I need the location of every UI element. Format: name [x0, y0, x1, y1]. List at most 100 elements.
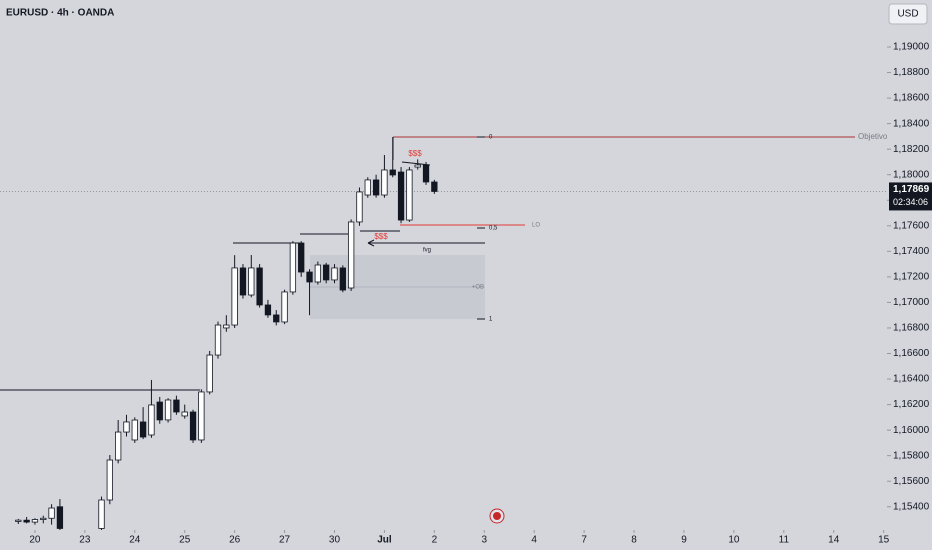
x-tick-label: 15 [878, 535, 890, 546]
candle-body [189, 411, 197, 441]
candle-body [181, 411, 188, 417]
candle-body [422, 164, 430, 183]
candle-body [139, 421, 147, 438]
candle-body [123, 421, 130, 433]
liquidity-line [401, 161, 431, 166]
candle-body [239, 267, 247, 296]
candle-body [156, 401, 163, 421]
candle-body [289, 242, 297, 293]
candle-body [164, 399, 172, 421]
y-tick-label: 1,18400 [893, 118, 930, 129]
price-tag-countdown: 02:34:06 [893, 197, 928, 207]
y-tick-label: 1,16800 [893, 323, 930, 334]
candle-body [40, 517, 47, 520]
x-tick-label: 8 [631, 535, 637, 546]
plot-area [0, 136, 887, 530]
x-tick-label: 9 [681, 535, 687, 546]
y-tick-label: 1,18800 [893, 67, 930, 78]
annotation: +OB [472, 285, 484, 291]
x-tick-label: 26 [229, 535, 241, 546]
y-tick-label: 1,17400 [893, 246, 930, 257]
candle-body [131, 419, 138, 441]
y-tick-label: 1,15600 [893, 476, 930, 487]
candle-body [273, 314, 280, 323]
candle-body [214, 324, 222, 356]
arrow-head [367, 239, 375, 247]
currency[interactable]: USD [897, 9, 918, 20]
currency-button[interactable] [888, 3, 928, 25]
candle-body [198, 391, 205, 441]
annotation: $$$ [374, 232, 388, 241]
candle-body [98, 499, 105, 529]
candle-body [431, 181, 438, 192]
annotation: 0,5 [489, 226, 498, 232]
candle-body [115, 431, 122, 461]
candle-body [48, 507, 55, 519]
candle-body [106, 459, 113, 501]
y-tick-label: 1,19000 [893, 42, 930, 53]
candle-body [223, 324, 230, 329]
annotation: 0 [489, 135, 493, 141]
annotation: LO [532, 223, 540, 229]
candle-body [331, 267, 338, 281]
x-tick-label: 14 [828, 535, 840, 546]
y-tick-label: 1,18000 [893, 169, 930, 180]
candle-body [15, 519, 22, 522]
x-tick-label: 7 [581, 535, 587, 546]
annotation: 1 [489, 317, 493, 323]
x-tick-label: 27 [279, 535, 291, 546]
x-tick-label: 25 [179, 535, 191, 546]
y-tick-label: 1,17200 [893, 272, 930, 283]
x-tick-label: 23 [79, 535, 91, 546]
price-tag [889, 182, 932, 211]
candle-body [323, 264, 330, 281]
candle-body [314, 264, 322, 283]
x-tick-label: 10 [728, 535, 740, 546]
candle-body [31, 519, 39, 523]
price-tag-label: 1,17869 [893, 184, 930, 195]
annotation: fvg [423, 248, 431, 254]
candle-body [206, 354, 213, 393]
y-tick-label: 1,16200 [893, 399, 930, 410]
x-tick-label: 2 [432, 535, 438, 546]
x-tick-label: 11 [779, 535, 790, 546]
y-tick-label: 1,18200 [893, 144, 930, 155]
y-tick-label: 1,16600 [893, 348, 930, 359]
candle-body [381, 169, 388, 196]
candle-body [306, 271, 313, 283]
y-tick-label: 1,17600 [893, 220, 930, 231]
candle-body [56, 506, 64, 529]
y-tick-label: 1,17000 [893, 297, 930, 308]
y-tick-label: 1,15400 [893, 501, 930, 512]
candle-body [364, 179, 371, 196]
x-tick-label: Jul [377, 535, 392, 546]
candle-body [406, 169, 413, 221]
y-tick-label: 1,15800 [893, 450, 930, 461]
x-tick-label: 4 [531, 535, 537, 546]
candle-body [298, 242, 305, 273]
candle-body [397, 171, 405, 221]
chart-title: EURUSD · 4h · OANDA [6, 8, 114, 19]
annotation: Objetivo [858, 132, 888, 141]
candle-body [148, 404, 155, 436]
y-tick-label: 1,18600 [893, 93, 930, 104]
candle-body [356, 191, 363, 223]
event-icon [489, 508, 505, 524]
x-tick-label: 20 [29, 535, 41, 546]
candle-body [23, 519, 30, 523]
candle-body [248, 267, 255, 296]
candle-body [264, 304, 272, 316]
candle-body [256, 267, 263, 306]
candle-body [372, 179, 380, 196]
candle-body [389, 169, 396, 176]
y-tick-label: 1,16000 [893, 425, 930, 436]
candle-body [339, 267, 346, 291]
annotation: $$$ [408, 149, 422, 158]
candle-body [414, 164, 421, 168]
x-tick-label: 24 [129, 535, 141, 546]
y-tick-label: 1,16400 [893, 374, 930, 385]
candle-body [281, 291, 288, 323]
x-tick-label: 3 [481, 535, 487, 546]
